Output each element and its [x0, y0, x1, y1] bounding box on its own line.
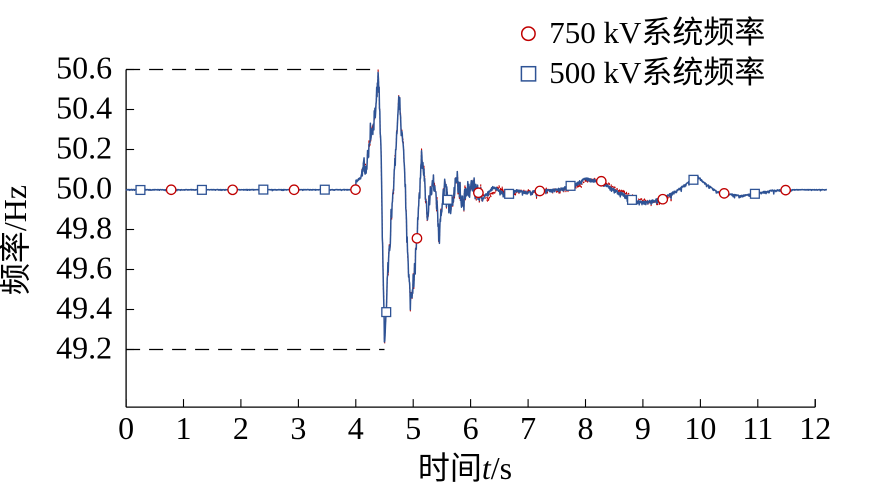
- svg-text:49.6: 49.6: [56, 250, 112, 286]
- svg-text:5: 5: [405, 410, 421, 446]
- svg-text:频率/Hz: 频率/Hz: [0, 185, 33, 295]
- svg-text:9: 9: [635, 410, 651, 446]
- svg-text:4: 4: [348, 410, 364, 446]
- svg-text:2: 2: [233, 410, 249, 446]
- svg-text:49.4: 49.4: [56, 290, 112, 326]
- svg-text:500 kV系统频率: 500 kV系统频率: [549, 55, 765, 90]
- svg-text:49.8: 49.8: [56, 210, 112, 246]
- svg-text:50.6: 50.6: [56, 50, 112, 86]
- svg-text:3: 3: [290, 410, 306, 446]
- svg-text:0: 0: [118, 410, 134, 446]
- svg-text:750 kV系统频率: 750 kV系统频率: [549, 15, 765, 50]
- svg-text:8: 8: [578, 410, 594, 446]
- svg-text:49.2: 49.2: [56, 330, 112, 366]
- svg-text:50.0: 50.0: [56, 170, 112, 206]
- svg-text:50.2: 50.2: [56, 130, 112, 166]
- svg-text:1: 1: [176, 410, 192, 446]
- svg-text:10: 10: [684, 410, 716, 446]
- svg-text:7: 7: [520, 410, 536, 446]
- svg-text:50.4: 50.4: [56, 90, 112, 126]
- svg-text:12: 12: [799, 410, 831, 446]
- svg-text:6: 6: [463, 410, 479, 446]
- svg-text:时间t/s: 时间t/s: [418, 450, 512, 486]
- svg-text:11: 11: [742, 410, 773, 446]
